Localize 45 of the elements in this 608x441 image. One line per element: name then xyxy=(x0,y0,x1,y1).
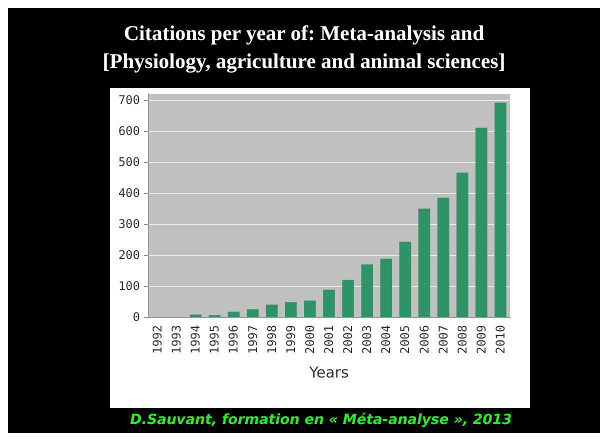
x-tick-label: 2001 xyxy=(322,325,336,354)
x-tick-label: 1994 xyxy=(188,325,203,354)
bar xyxy=(323,290,335,317)
bar xyxy=(246,309,259,317)
y-tick-label: 600 xyxy=(118,124,140,138)
x-tick-label: 2010 xyxy=(493,325,508,354)
y-tick-label: 500 xyxy=(118,155,140,170)
x-tick-label: 2009 xyxy=(474,325,488,354)
x-axis-title: Years xyxy=(308,364,349,382)
x-tick-label: 2008 xyxy=(455,325,470,354)
x-tick-label: 2002 xyxy=(341,325,356,354)
bar xyxy=(456,172,468,317)
bar xyxy=(418,208,430,317)
bar xyxy=(380,258,392,317)
y-tick-label: 0 xyxy=(132,310,140,324)
bar xyxy=(361,264,374,317)
bar xyxy=(437,198,450,317)
y-tick-label: 400 xyxy=(118,186,140,200)
x-tick-label: 1996 xyxy=(226,325,241,354)
y-tick-label: 300 xyxy=(118,217,140,232)
bar xyxy=(494,102,506,317)
bar xyxy=(304,300,316,317)
x-tick-label: 1992 xyxy=(150,325,165,354)
x-tick-label: 1997 xyxy=(246,325,260,354)
chart-title: Citations per year of: Meta-analysis and [Physiology, agriculture and animal sciences] xyxy=(102,21,506,73)
bar xyxy=(284,302,297,317)
x-tick-label: 1999 xyxy=(284,325,298,354)
x-tick-label: 1993 xyxy=(170,325,184,354)
x-tick-label: 2006 xyxy=(417,325,432,354)
x-tick-label: 2007 xyxy=(436,325,450,354)
x-tick-label: 1995 xyxy=(208,325,222,354)
x-tick-label: 2000 xyxy=(302,325,317,354)
text: D.Sauvant, formation en « Méta-analyse », 2013 xyxy=(130,412,512,428)
x-tick-label: 2003 xyxy=(360,325,374,354)
y-tick-label: 100 xyxy=(118,279,140,294)
bar xyxy=(342,280,354,317)
y-tick-label: 200 xyxy=(118,248,140,262)
bar xyxy=(228,312,240,317)
bar xyxy=(399,242,412,317)
y-tick-label: 700 xyxy=(118,93,140,108)
x-tick-label: 1998 xyxy=(264,325,279,354)
x-tick-label: 2005 xyxy=(398,325,412,354)
x-tick-label: 2004 xyxy=(379,325,394,354)
bar xyxy=(266,304,278,317)
bar xyxy=(476,128,488,317)
